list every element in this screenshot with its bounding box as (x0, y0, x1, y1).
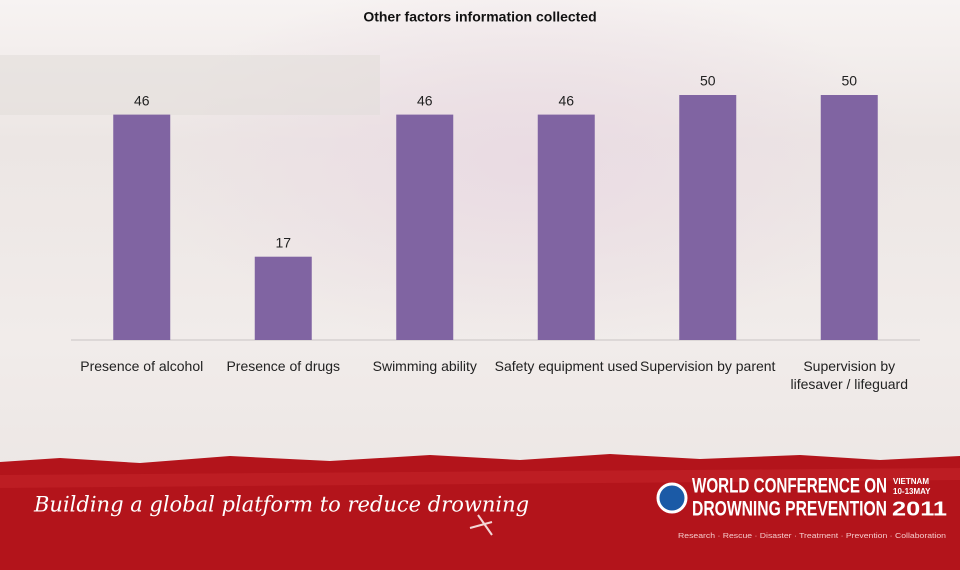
x-tick-label-box: Swimming ability (372, 358, 477, 374)
bar (820, 95, 878, 340)
value-label: 46 (134, 92, 150, 108)
logo-country: VIETNAM (893, 477, 929, 486)
footer-texture (0, 468, 960, 488)
x-tick-label-box: Presence of alcohol (80, 358, 204, 374)
chart-title: Other factors information collected (363, 9, 596, 25)
logo-year: 2011 (892, 498, 947, 520)
logo-emblem (656, 482, 688, 514)
x-tick-label-box: Supervision by lifesaver / lifeguard (790, 358, 908, 392)
x-tick-label: Supervision by parent (640, 358, 776, 374)
x-tick-label-box: Supervision by parent (640, 358, 776, 374)
bar (396, 114, 454, 340)
logo-line1: WORLD CONFERENCE ON (692, 475, 887, 498)
bar (537, 114, 595, 340)
x-tick-label: Safety equipment used (494, 358, 638, 374)
value-label: 50 (700, 73, 716, 89)
value-label: 50 (841, 73, 857, 89)
x-tick-label: Swimming ability (372, 358, 477, 374)
x-tick-label: Presence of drugs (226, 358, 341, 374)
value-label: 46 (558, 92, 574, 108)
x-tick-label: Presence of alcohol (80, 358, 204, 374)
bar (254, 256, 312, 340)
footer-slogan: Building a global platform to reduce dro… (33, 493, 529, 517)
photo-boats (0, 55, 380, 115)
x-tick-label: Supervision by lifesaver / lifeguard (790, 358, 908, 392)
bar (113, 114, 171, 340)
logo-dates: 10-13MAY (893, 487, 931, 496)
value-label: 46 (417, 92, 433, 108)
x-tick-label-box: Presence of drugs (226, 358, 341, 374)
logo-tagline: Research · Rescue · Disaster · Treatment… (678, 531, 946, 540)
x-tick-label-box: Safety equipment used (494, 358, 638, 374)
logo-line2: DROWNING PREVENTION (692, 498, 887, 521)
dragonfly-icon (469, 514, 493, 536)
value-label: 17 (275, 234, 291, 250)
bar (679, 95, 737, 340)
